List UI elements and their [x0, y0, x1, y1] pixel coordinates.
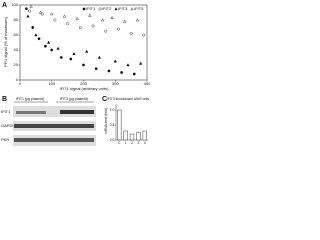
y-tick-label: 0 — [16, 77, 19, 82]
data-point — [26, 14, 30, 18]
x-tick-label: 1 — [125, 141, 127, 145]
chart-title: IFIT3 knockdown/ A549 cells — [107, 97, 149, 101]
y-tick-label: 100 — [11, 2, 18, 7]
data-point — [28, 9, 31, 13]
y-tick-label: 40 — [14, 47, 19, 52]
blot-row-label: IFIT1 — [1, 109, 11, 114]
y-axis-label: PFU signal (% of maximum) — [3, 16, 8, 66]
data-point — [78, 26, 82, 29]
panel-label: A — [2, 2, 7, 9]
blot-row-label: PKR — [1, 137, 9, 142]
legend-label: IFIT3 — [118, 6, 128, 11]
blot-image — [13, 106, 96, 146]
blot-group: IFIT1 (µg plasmid) — [16, 97, 44, 101]
data-point — [50, 12, 54, 16]
data-point — [34, 33, 38, 37]
x-tick-label: 0 — [19, 81, 22, 86]
data-point — [66, 22, 70, 26]
x-tick-label: 2 — [131, 141, 133, 145]
data-point — [44, 44, 47, 48]
data-point — [53, 18, 57, 22]
x-tick-label: 300 — [112, 81, 119, 86]
legend-marker — [82, 7, 86, 11]
figure: A IFIT1 signal (arbitrary units) PFU sig… — [1, 2, 151, 146]
data-point — [37, 37, 41, 41]
data-point — [107, 69, 111, 73]
data-point — [110, 15, 114, 19]
data-point — [29, 4, 33, 8]
x-tick-label: 3 — [137, 141, 139, 145]
legend-marker — [98, 7, 102, 11]
y-tick-label: 60 — [14, 32, 19, 37]
y-tick-label: 80 — [14, 17, 19, 22]
data-point — [129, 32, 133, 35]
data-point — [113, 59, 117, 63]
x-tick-label: 400 — [144, 81, 150, 86]
legend-label: IFIT1 — [86, 6, 96, 11]
data-point — [132, 72, 136, 76]
data-point — [50, 48, 54, 52]
blot-group: IFIT3 (µg plasmid) — [60, 97, 88, 101]
x-tick-label: C — [118, 141, 121, 145]
data-point — [120, 71, 124, 74]
data-point — [135, 18, 140, 22]
plot-frame — [19, 4, 148, 81]
data-point — [139, 61, 143, 65]
data-point — [75, 16, 79, 20]
legend-label: IFIT2 — [102, 6, 112, 11]
data-point — [69, 57, 73, 61]
bar — [129, 133, 135, 141]
data-point — [62, 14, 67, 18]
bar — [117, 109, 122, 141]
y-tick-label: 20 — [14, 62, 19, 67]
x-axis-label: IFIT1 signal (arbitrary units) — [60, 86, 110, 91]
data-point — [100, 18, 105, 22]
y-axis-label: mRNA level (fold) — [104, 108, 108, 134]
data-point — [39, 10, 43, 14]
data-point — [31, 26, 35, 29]
data-point — [142, 33, 146, 37]
legend-marker — [114, 7, 118, 11]
data-point — [85, 49, 89, 53]
x-tick-label: 4 — [144, 141, 146, 145]
panel-label: C — [102, 96, 107, 103]
bar — [136, 132, 141, 141]
data-point — [82, 63, 85, 67]
data-point — [56, 46, 60, 50]
data-point — [123, 19, 127, 23]
data-point — [117, 27, 120, 31]
y-tick-label: 1.0 — [110, 108, 115, 112]
data-point — [104, 29, 108, 33]
data-point — [24, 7, 28, 11]
data-point — [72, 51, 76, 55]
data-point — [97, 55, 102, 59]
x-tick-label: 100 — [48, 81, 55, 86]
blot-row-label: GAPDH — [1, 123, 15, 128]
data-point — [46, 40, 51, 44]
legend-label: IFIT5 — [134, 6, 144, 11]
x-tick-label: 200 — [80, 81, 87, 86]
bar — [142, 130, 147, 141]
data-point — [59, 56, 63, 59]
data-point — [94, 67, 98, 71]
data-point — [126, 63, 130, 67]
y-tick-label: 0.0 — [110, 138, 115, 142]
y-tick-label: 0.5 — [110, 123, 115, 127]
data-point — [88, 13, 92, 17]
data-point — [91, 24, 95, 28]
panel-label: B — [2, 96, 7, 103]
bar — [123, 130, 128, 141]
legend-marker — [130, 7, 134, 11]
